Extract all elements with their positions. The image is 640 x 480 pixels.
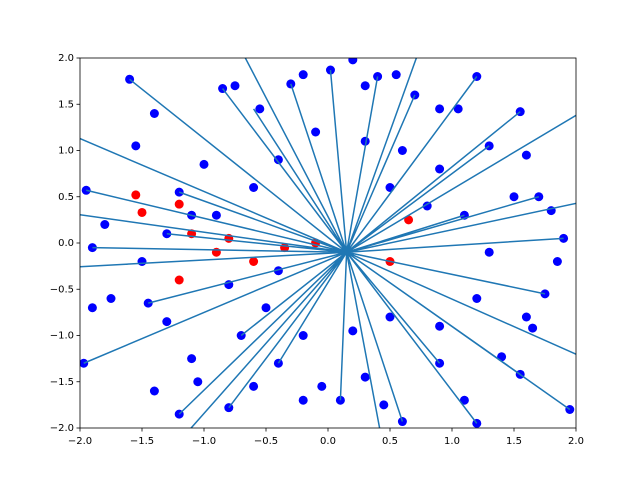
point [106,294,116,303]
point [360,136,370,146]
point [261,303,271,313]
y-tick-label: −0.5 [50,284,74,295]
point [298,395,308,405]
point [528,323,538,333]
y-tick-label: 1.5 [58,99,74,110]
point [311,127,321,137]
x-tick-label: 1.5 [506,436,522,447]
point [509,192,519,202]
point [87,303,97,313]
point [521,312,531,322]
point [385,312,395,322]
point [348,326,358,336]
point [193,377,203,387]
point [137,207,147,217]
point [211,210,221,220]
x-tick-label: −2.0 [68,436,92,447]
point [199,159,209,169]
point [552,257,562,266]
y-tick-label: 2.0 [58,53,74,64]
plot-area [80,58,576,428]
point [249,257,259,266]
x-tick-label: 1.0 [444,436,460,447]
point [149,386,159,396]
y-tick-label: 0.0 [58,238,74,249]
point [100,220,110,229]
point [379,400,389,410]
point [174,275,184,285]
point [137,257,147,266]
point [298,70,308,80]
point [174,199,184,209]
point [317,381,327,391]
point [404,215,414,225]
point [397,146,407,155]
point [162,317,172,327]
point [391,70,401,80]
point [435,104,445,114]
point [131,141,141,151]
point [187,354,197,364]
x-tick-label: −1.5 [130,436,154,447]
x-tick-label: −0.5 [254,436,278,447]
point [459,395,469,405]
y-tick-label: 0.5 [58,192,74,203]
point [435,321,445,331]
point [249,183,259,192]
point [273,155,283,165]
y-tick-label: −1.0 [50,331,74,342]
point [360,81,370,91]
point [131,190,141,200]
point [360,372,370,382]
point [230,81,240,91]
point [435,164,445,174]
x-tick-label: 0.5 [382,436,398,447]
line [80,58,576,428]
point [484,247,494,257]
point [422,201,432,211]
point [348,58,358,65]
point [249,381,259,391]
x-tick-label: 2.0 [568,436,584,447]
x-tick-label: 0.0 [320,436,336,447]
y-tick-label: −2.0 [50,423,74,434]
x-tick-label: −1.0 [192,436,216,447]
point [255,104,265,114]
y-tick-label: −1.5 [50,377,74,388]
point [453,104,463,114]
point [149,109,159,118]
point [472,294,482,303]
point [521,150,531,160]
y-tick-label: 1.0 [58,146,74,157]
point [298,331,308,340]
